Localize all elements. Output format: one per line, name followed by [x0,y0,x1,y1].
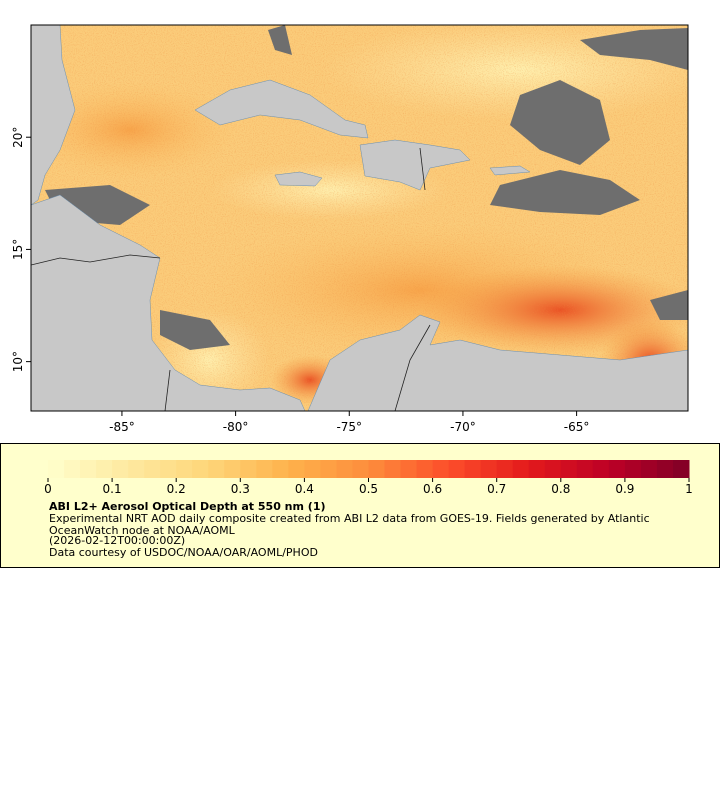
colorbar-segment [208,460,225,478]
legend-box: 0 0.1 0.2 0.3 0.4 0.5 0.6 0.7 0.8 0.9 1 ABI L2+ Ae… [0,443,720,568]
colorbar-segment [64,460,81,478]
colorbar-tick-label: 0.5 [359,482,378,496]
colorbar-tick-label: 0.4 [295,482,314,496]
colorbar-segment [96,460,113,478]
colorbar-segment [480,460,498,478]
colorbar-segment [320,460,337,478]
colorbar-segment [384,460,402,478]
colorbar-segment [576,460,594,478]
axes: -85° -80° -75° -70° -65° 10° 15° 20° [11,127,589,434]
colorbar-segment [352,460,369,478]
map: -85° -80° -75° -70° -65° 10° 15° 20° [11,24,689,434]
colorbar-segment [592,460,610,478]
legend-credit: Data courtesy of USDOC/NOAA/OAR/AOML/PHO… [49,546,318,559]
colorbar-segment [176,460,193,478]
x-tick-label: -65° [564,420,590,434]
colorbar-segment [128,460,145,478]
colorbar-segment [608,460,626,478]
x-tick-label: -85° [109,420,135,434]
colorbar-segment [80,460,97,478]
colorbar-segment [288,460,305,478]
colorbar-segment [640,460,658,478]
map-image [31,25,688,411]
colorbar-segment [224,460,241,478]
colorbar-segment [432,460,450,478]
legend-title: ABI L2+ Aerosol Optical Depth at 550 nm … [49,500,326,513]
colorbar-segment [560,460,578,478]
y-tick-label: 10° [11,351,25,372]
colorbar-segment [624,460,642,478]
colorbar-segment [160,460,177,478]
x-tick-label: -80° [223,420,249,434]
colorbar-segment [304,460,321,478]
colorbar-segment [256,460,273,478]
colorbar-tick-label: 0.7 [487,482,506,496]
colorbar-segment [496,460,514,478]
colorbar-segment [272,460,289,478]
x-tick-label: -75° [336,420,362,434]
legend-date: (2026-02-12T00:00:00Z) [49,534,186,547]
colorbar-segment [416,460,434,478]
colorbar-segment [112,460,129,478]
colorbar-segment [656,460,674,478]
colorbar-segment [336,460,353,478]
colorbar-segment [48,460,65,478]
colorbar-tick-label: 0 [44,482,52,496]
colorbar-segment [240,460,257,478]
colorbar-segment [368,460,386,478]
colorbar-tick-label: 1 [685,482,693,496]
y-tick-label: 15° [11,239,25,260]
colorbar-segment [448,460,466,478]
colorbar-segment [544,460,562,478]
colorbar-tick-label: 0.2 [167,482,186,496]
colorbar-tick-label: 0.3 [231,482,250,496]
colorbar-segment [672,460,690,478]
colorbar-tick-label: 0.6 [423,482,442,496]
colorbar-segment [144,460,161,478]
legend-description: Experimental NRT AOD daily composite cre… [49,512,650,537]
colorbar-segment [464,460,482,478]
x-tick-label: -70° [450,420,476,434]
colorbar-tick-label: 0.1 [103,482,122,496]
colorbar-segment [512,460,530,478]
colorbar: 0 0.1 0.2 0.3 0.4 0.5 0.6 0.7 0.8 0.9 1 [44,460,693,496]
colorbar-tick-label: 0.8 [551,482,570,496]
colorbar-segment [192,460,209,478]
colorbar-tick-label: 0.9 [615,482,634,496]
colorbar-segment [400,460,418,478]
colorbar-segment [528,460,546,478]
y-tick-label: 20° [11,127,25,148]
